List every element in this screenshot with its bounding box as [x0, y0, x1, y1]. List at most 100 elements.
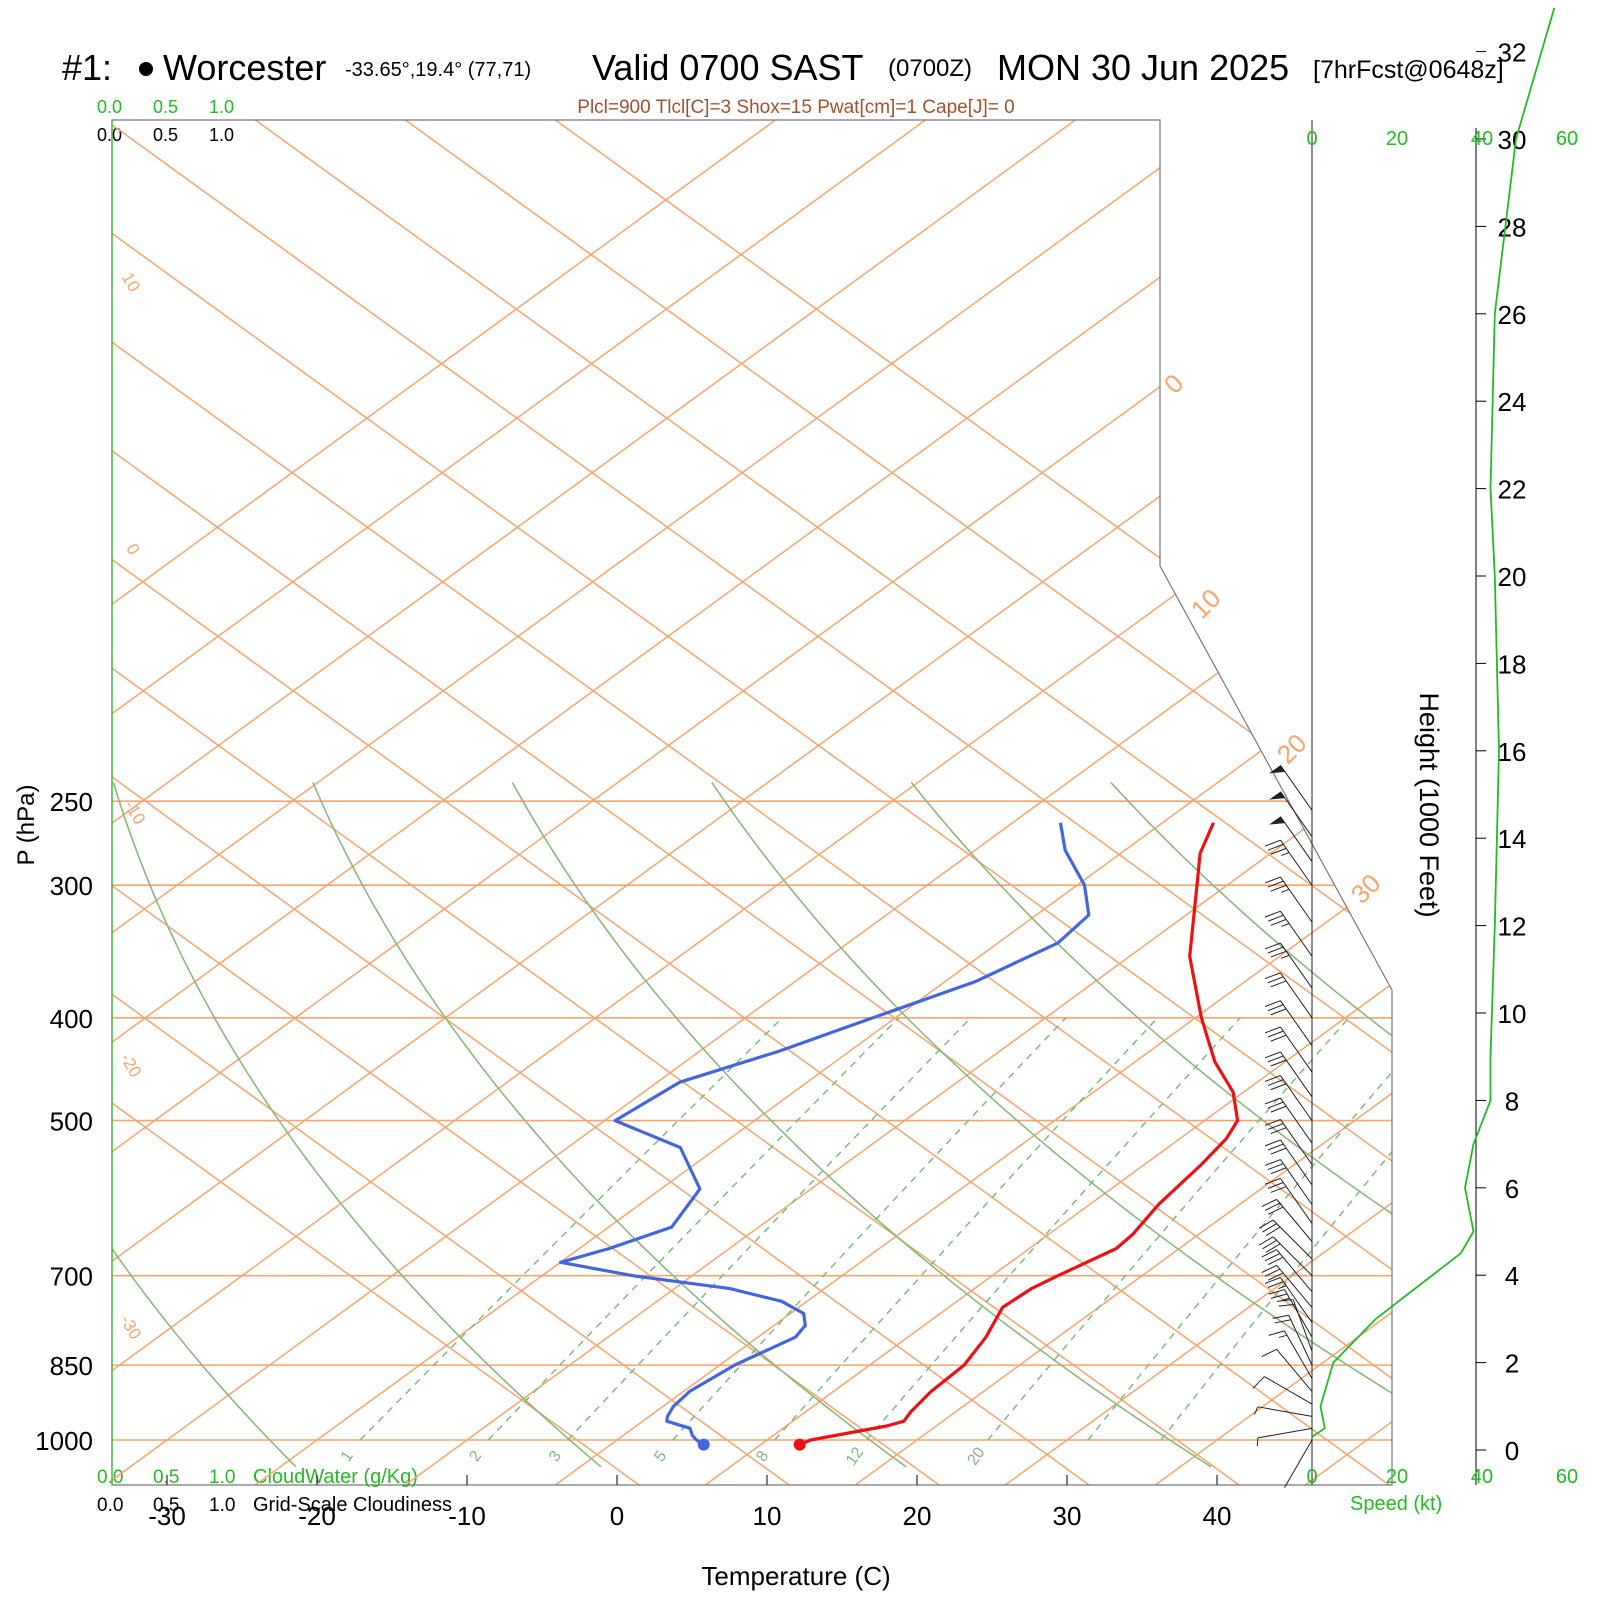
barb-staff	[1272, 1236, 1313, 1277]
barb-full	[1264, 839, 1281, 847]
barb-staff	[1280, 1026, 1313, 1073]
scale-label: 0.5	[153, 125, 178, 145]
speed-tick-label: 60	[1556, 1466, 1578, 1488]
barb-half	[1278, 1285, 1287, 1290]
barb-full	[1271, 1293, 1288, 1299]
barb-full	[1267, 1079, 1284, 1087]
wind-barb	[1254, 1406, 1313, 1417]
barb-staff	[1257, 1427, 1313, 1439]
isotherm-line	[691, 120, 1392, 1485]
barb-half	[1281, 851, 1290, 856]
barb-full	[1261, 1198, 1277, 1208]
barb-full	[1270, 1083, 1287, 1091]
barb-full	[1268, 1289, 1285, 1295]
isotherm-line	[112, 120, 1390, 1485]
temp-tick-label: -10	[448, 1501, 486, 1531]
barb-full	[1267, 946, 1284, 954]
scale-label: 1.0	[209, 1467, 235, 1488]
isotherm-label: -30	[116, 1312, 145, 1343]
barb-full	[1267, 1030, 1284, 1038]
barb-full	[1264, 910, 1281, 918]
mixing-ratio-label: 5	[651, 1448, 670, 1465]
wind-barb	[1264, 972, 1313, 1019]
dry-adiabat-line	[112, 120, 661, 1485]
height-tick-label: 32	[1498, 38, 1527, 68]
isotherm-line	[991, 120, 1392, 1485]
wind-barb	[1264, 910, 1313, 957]
barb-full	[1270, 1034, 1287, 1042]
temp-tick-label: 40	[1203, 1501, 1232, 1531]
bottom-cloudiness-scale: 0.0 0.5 1.0 Grid-Scale Cloudiness	[97, 1494, 452, 1516]
barb-full	[1264, 1277, 1281, 1284]
speed-tick-label: 60	[1556, 128, 1578, 150]
dewpoint-line	[558, 822, 1091, 1446]
barb-staff	[1280, 910, 1313, 957]
barb-full	[1264, 1119, 1281, 1126]
pressure-tick-label: 300	[50, 871, 93, 901]
barb-staff	[1280, 942, 1313, 989]
barb-staff	[1280, 1000, 1313, 1047]
barb-full	[1258, 1236, 1274, 1246]
barb-full	[1264, 942, 1281, 950]
dry-adiabat-line	[112, 120, 1392, 1485]
barb-full	[1267, 1123, 1284, 1130]
speed-tick-label: 0	[1306, 1466, 1317, 1488]
height-tick-label: 8	[1505, 1086, 1519, 1116]
x-axis-label: Temperature (C)	[701, 1561, 890, 1591]
barb-full	[1270, 1127, 1287, 1135]
barb-half	[1281, 923, 1290, 927]
barb-full	[1252, 1376, 1265, 1389]
barb-full	[1267, 843, 1284, 851]
valid-time: Valid 0700 SAST	[592, 47, 864, 88]
mixing-ratio-label: 3	[546, 1448, 565, 1465]
wind-barb	[1258, 1219, 1313, 1260]
barb-full	[1270, 1167, 1287, 1175]
isotherm-label: 0	[1158, 368, 1189, 399]
scale-label: 0.5	[153, 1467, 179, 1488]
mixing-ratio-line	[774, 1017, 1159, 1441]
isotherm-label: -20	[116, 1050, 145, 1081]
barb-full	[1270, 1059, 1287, 1067]
barb-staff	[1280, 1178, 1313, 1224]
cloudwater-label: CloudWater (g/Kg)	[253, 1466, 418, 1488]
barb-full	[1267, 1143, 1284, 1151]
mixing-ratio-label: 12	[843, 1444, 867, 1468]
temp-tick-label: 20	[903, 1501, 932, 1531]
station-coords: -33.65°,19.4° (77,71)	[345, 59, 531, 81]
wind-barb	[1256, 1427, 1313, 1447]
dry-adiabat-line	[112, 120, 1261, 1485]
barb-full	[1264, 972, 1281, 980]
pressure-tick-label: 850	[50, 1351, 93, 1381]
barb-full	[1268, 1330, 1285, 1336]
wind-barb	[1264, 1026, 1313, 1073]
mixing-ratio-label: 1	[338, 1448, 357, 1465]
barb-full	[1261, 1264, 1277, 1273]
barb-staff	[1276, 1199, 1313, 1242]
barb-full	[1264, 1159, 1281, 1166]
mixing-ratio-line	[1160, 1017, 1392, 1441]
speed-axis-label: Speed (kt)	[1350, 1493, 1442, 1515]
isotherm-label: 30	[1345, 868, 1387, 910]
background-lines	[112, 120, 1392, 1485]
barb-full	[1267, 914, 1284, 922]
barb-half	[1278, 1334, 1288, 1338]
barb-full	[1270, 847, 1287, 855]
barb-staff	[1280, 1277, 1313, 1323]
temp-tick-label: 10	[753, 1501, 782, 1531]
isotherm-label: 20	[1271, 728, 1313, 770]
mixing-ratio-line	[866, 1017, 1241, 1441]
barb-full	[1264, 1026, 1281, 1034]
isotherm-line	[1141, 120, 1392, 1485]
sounding-indices: Plcl=900 Tlcl[C]=3 Shox=15 Pwat[cm]=1 Ca…	[577, 97, 1014, 118]
moist-adiabat-line	[112, 782, 602, 1468]
barb-staff	[1280, 1075, 1313, 1121]
barb-staff	[1284, 1439, 1313, 1488]
mixing-ratio-line	[487, 1017, 900, 1441]
y-axis-label: P (hPa)	[13, 785, 40, 866]
barb-full	[1267, 1163, 1284, 1171]
sounding-traces	[558, 822, 1240, 1451]
height-tick-label: 30	[1498, 125, 1527, 155]
wind-barb	[1264, 1177, 1313, 1224]
moist-adiabat-line	[910, 781, 1392, 1468]
wind-barb	[1261, 1249, 1313, 1293]
